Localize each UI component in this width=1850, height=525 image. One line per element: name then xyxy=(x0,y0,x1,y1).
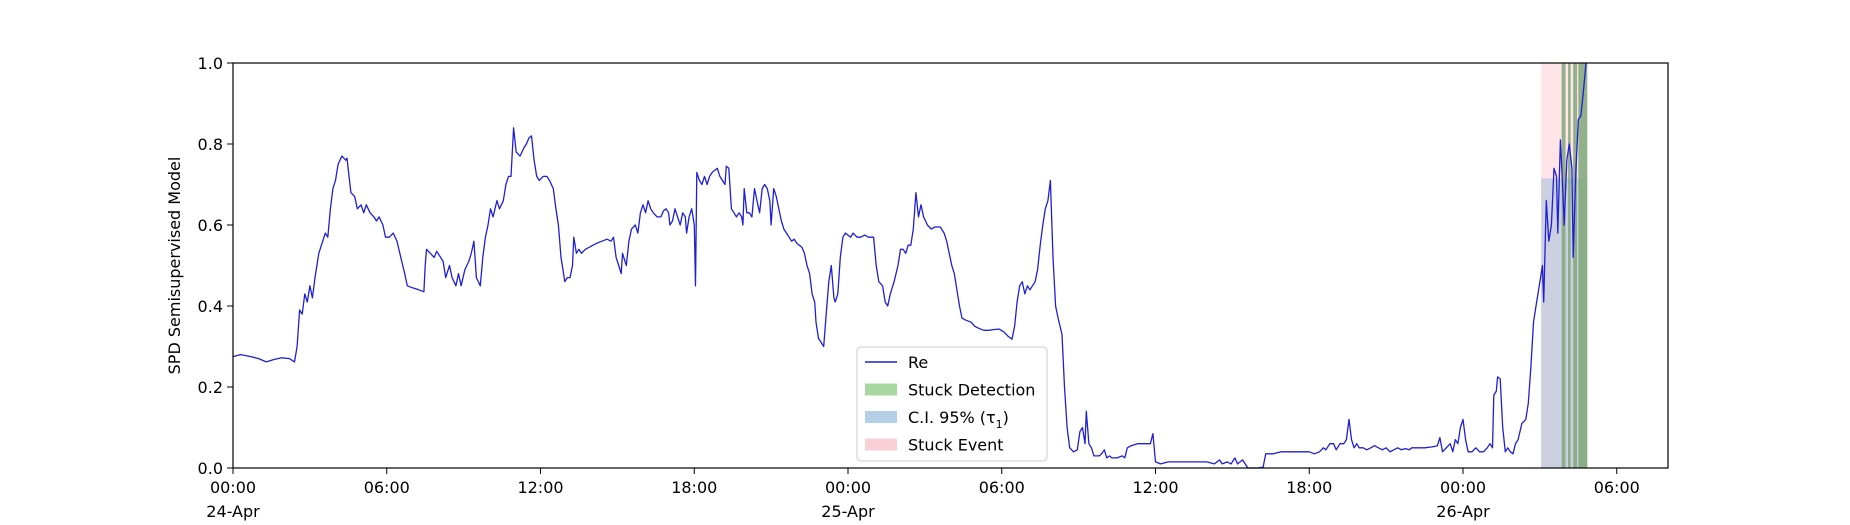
x-tick-label-date: 25-Apr xyxy=(821,502,875,521)
plot-frame xyxy=(232,62,1669,469)
y-tick-label: 0.4 xyxy=(198,297,223,316)
legend-swatch-patch xyxy=(865,438,897,451)
legend-label-text: Stuck Detection xyxy=(908,381,1035,400)
legend-label: Stuck Event xyxy=(908,436,1004,455)
legend-label-text: Re xyxy=(908,353,928,372)
x-tick-label-time: 18:00 xyxy=(1286,478,1332,497)
stuck-detection-band-2 xyxy=(1573,63,1578,468)
shaded-regions xyxy=(1541,63,1588,469)
legend-swatch-patch xyxy=(865,411,897,423)
stuck-detection-band-3 xyxy=(1578,63,1588,468)
x-tick-label-time: 12:00 xyxy=(517,478,563,497)
legend-swatch-patch xyxy=(865,383,897,396)
stuck-detection-band-0 xyxy=(1561,63,1566,468)
x-tick-label-time: 06:00 xyxy=(364,478,410,497)
x-tick-label-date: 26-Apr xyxy=(1436,502,1490,521)
stuck-detection-band-1 xyxy=(1568,63,1571,468)
x-tick-label-date: 24-Apr xyxy=(206,502,260,521)
x-tick-label-time: 00:00 xyxy=(210,478,256,497)
legend-label-text: Stuck Event xyxy=(908,436,1004,455)
legend-label-subscript: 1 xyxy=(996,418,1003,431)
y-tick-labels: 0.0 0.2 0.4 0.6 0.8 1.0 xyxy=(198,54,223,478)
y-tick-label: 0.0 xyxy=(198,459,223,478)
x-tick-labels: 00:0024-Apr190006:0012:0018:0000:0025-Ap… xyxy=(206,478,1640,521)
series-lines xyxy=(232,62,1587,469)
legend-label-close: ) xyxy=(1003,408,1009,427)
x-tick-label-time: 06:00 xyxy=(979,478,1025,497)
y-tick-label: 0.6 xyxy=(198,216,223,235)
legend-label: Stuck Detection xyxy=(908,381,1035,400)
x-tick-label-time: 12:00 xyxy=(1132,478,1178,497)
series-line-0 xyxy=(232,62,1587,469)
legend-box xyxy=(856,346,1048,462)
axis-ticks xyxy=(227,62,1618,474)
y-tick-label: 1.0 xyxy=(198,54,223,73)
x-tick-label-time: 18:00 xyxy=(671,478,717,497)
x-tick-label-time: 06:00 xyxy=(1594,478,1640,497)
legend-label-text: C.I. 95% (τ xyxy=(908,408,996,427)
y-tick-label: 0.8 xyxy=(198,135,223,154)
y-tick-label: 0.2 xyxy=(198,378,223,397)
y-axis-title: SPD Semisupervised Model xyxy=(165,157,184,375)
x-tick-label-time: 00:00 xyxy=(825,478,871,497)
legend: Re Stuck Detection C.I. 95% (τ1) Stuck Even… xyxy=(856,346,1048,462)
legend-label: C.I. 95% (τ1) xyxy=(908,408,1009,431)
legend-label: Re xyxy=(908,353,928,372)
x-tick-label-time: 00:00 xyxy=(1440,478,1486,497)
